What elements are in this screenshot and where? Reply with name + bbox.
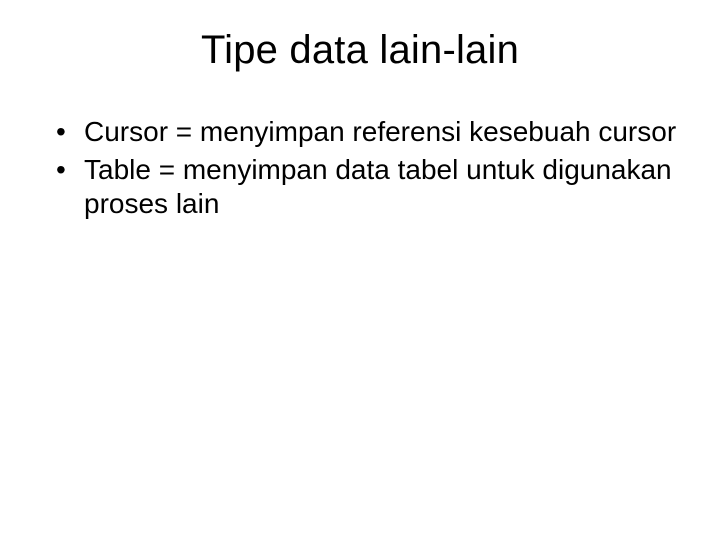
list-item: Cursor = menyimpan referensi kesebuah cu…	[54, 115, 680, 149]
slide: Tipe data lain-lain Cursor = menyimpan r…	[0, 0, 720, 540]
bullet-list: Cursor = menyimpan referensi kesebuah cu…	[54, 115, 680, 221]
slide-body: Cursor = menyimpan referensi kesebuah cu…	[0, 115, 720, 221]
list-item: Table = menyimpan data tabel untuk digun…	[54, 153, 680, 221]
slide-title: Tipe data lain-lain	[0, 28, 720, 73]
